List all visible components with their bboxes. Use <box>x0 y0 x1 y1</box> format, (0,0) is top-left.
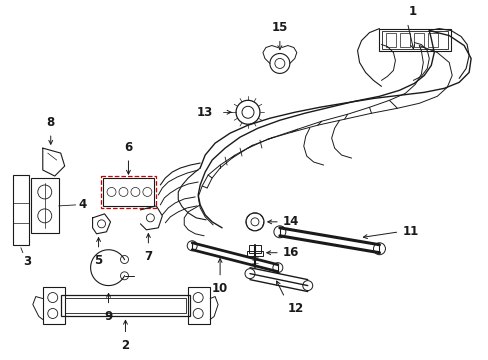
Text: 6: 6 <box>124 141 132 154</box>
Text: 10: 10 <box>211 282 228 294</box>
Text: 7: 7 <box>144 250 152 263</box>
Bar <box>246 251 263 256</box>
Bar <box>400 32 409 46</box>
Bar <box>102 178 154 206</box>
Text: 4: 4 <box>79 198 87 211</box>
Text: 2: 2 <box>121 339 129 352</box>
Bar <box>64 298 186 314</box>
Bar <box>413 32 424 46</box>
Bar <box>42 287 64 324</box>
Text: 3: 3 <box>23 255 31 268</box>
Bar <box>379 28 450 50</box>
Text: 9: 9 <box>104 310 112 324</box>
Bar <box>101 176 156 208</box>
Text: 14: 14 <box>282 215 299 228</box>
Text: 13: 13 <box>197 106 213 119</box>
Text: 16: 16 <box>282 246 299 259</box>
Bar <box>13 175 29 245</box>
Text: 1: 1 <box>407 5 416 18</box>
Bar <box>386 32 396 46</box>
Text: 15: 15 <box>271 21 287 33</box>
Text: 12: 12 <box>287 302 304 315</box>
Bar <box>427 32 437 46</box>
Bar <box>61 294 190 316</box>
Bar <box>31 178 59 233</box>
Bar <box>382 31 447 49</box>
Bar <box>188 287 210 324</box>
Text: 5: 5 <box>94 254 102 267</box>
Text: 8: 8 <box>46 116 55 129</box>
Bar <box>248 245 261 253</box>
Text: 11: 11 <box>402 225 418 238</box>
